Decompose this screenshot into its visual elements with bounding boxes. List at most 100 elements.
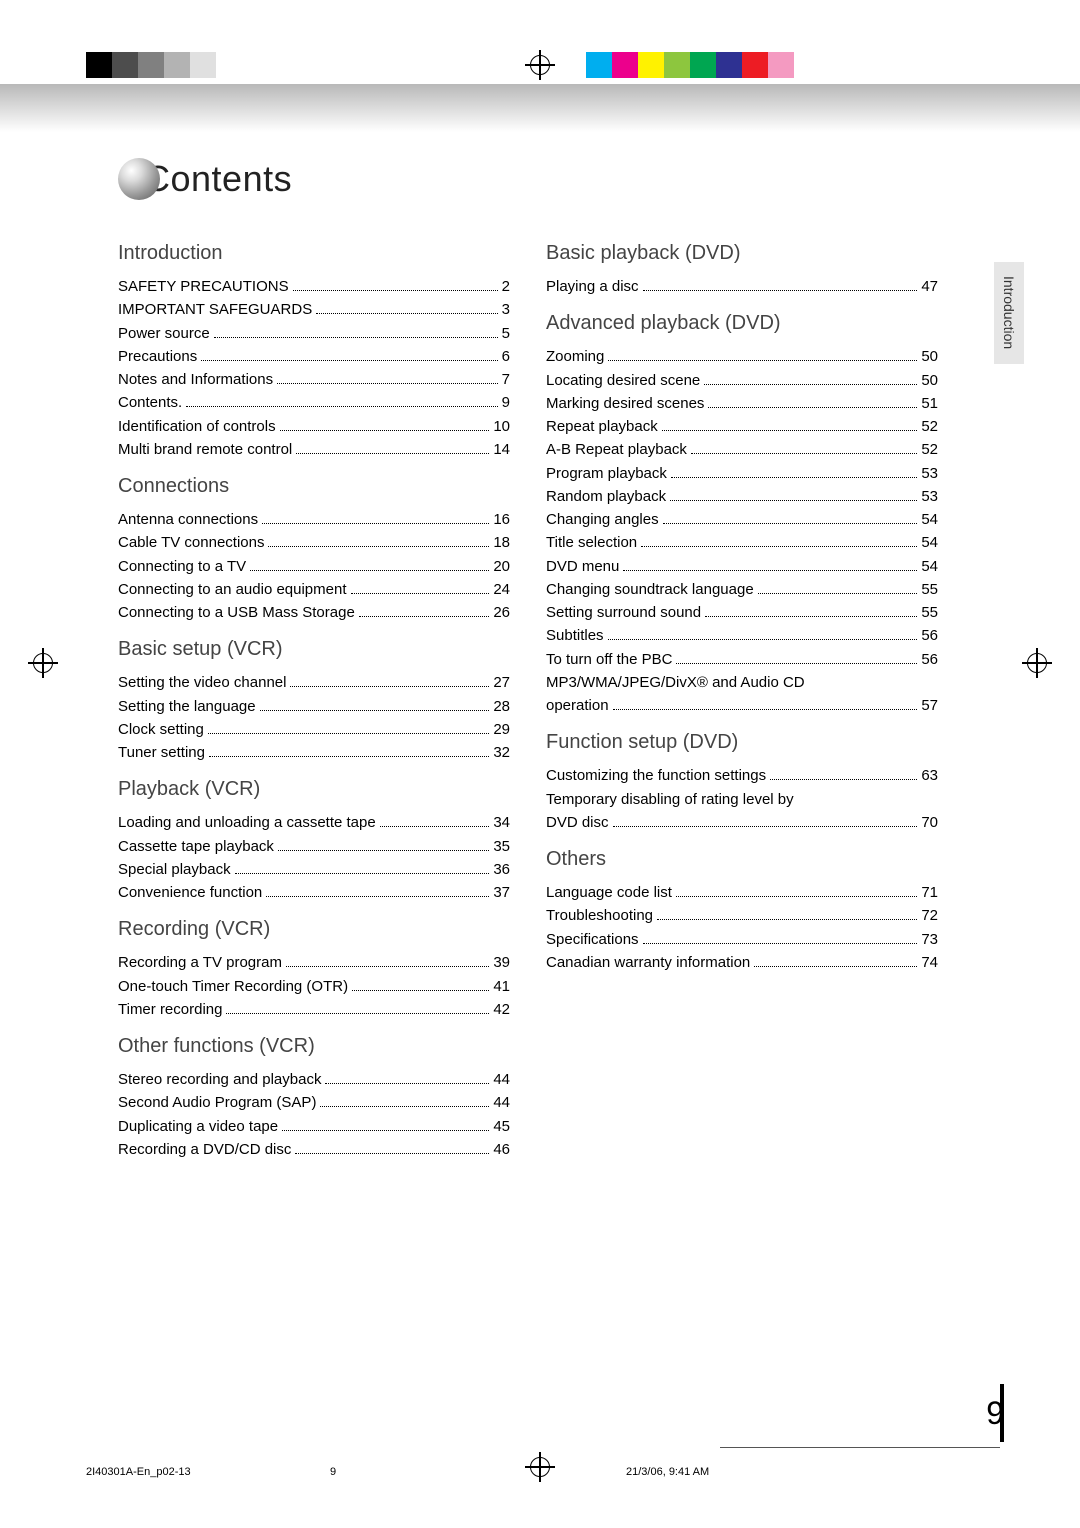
toc-entry-label: Setting the language — [118, 695, 256, 718]
toc-leader — [608, 639, 918, 640]
toc-entry: Program playback53 — [546, 462, 938, 485]
toc-entry-label: IMPORTANT SAFEGUARDS — [118, 298, 312, 321]
toc-entry: To turn off the PBC 56 — [546, 648, 938, 671]
toc-entry: Connecting to a TV20 — [118, 555, 510, 578]
color-swatch — [768, 52, 794, 78]
color-swatch — [138, 52, 164, 78]
toc-leader — [268, 546, 489, 547]
toc-entry-page: 52 — [921, 415, 938, 438]
toc-entry-page: 32 — [493, 741, 510, 764]
toc-entry-page: 5 — [502, 322, 510, 345]
toc-entry: Duplicating a video tape45 — [118, 1115, 510, 1138]
toc-leader — [277, 383, 498, 384]
toc-entry-label: Precautions — [118, 345, 197, 368]
toc-section-heading: Others — [546, 848, 938, 871]
page-number-rule — [1000, 1384, 1004, 1442]
toc-entry-label: Stereo recording and playback — [118, 1068, 321, 1091]
toc-entry: Cable TV connections18 — [118, 531, 510, 554]
toc-entry-page: 50 — [921, 369, 938, 392]
toc-leader — [280, 430, 490, 431]
toc-entry-page: 46 — [493, 1138, 510, 1161]
toc-entry-label: One-touch Timer Recording (OTR) — [118, 975, 348, 998]
toc-leader — [295, 1153, 489, 1154]
toc-entry-page: 44 — [493, 1091, 510, 1114]
toc-entry-page: 29 — [493, 718, 510, 741]
toc-leader — [209, 756, 489, 757]
toc-entry: Zooming50 — [546, 345, 938, 368]
section-tab-label: Introduction — [1001, 276, 1017, 349]
toc-leader — [325, 1083, 489, 1084]
toc-column-left: IntroductionSAFETY PRECAUTIONS2IMPORTANT… — [118, 228, 510, 1161]
toc-leader — [278, 850, 489, 851]
toc-entry-label: Troubleshooting — [546, 904, 653, 927]
toc-entry-label: Cassette tape playback — [118, 835, 274, 858]
toc-leader — [262, 523, 489, 524]
toc-leader — [352, 990, 489, 991]
toc-leader — [290, 686, 489, 687]
crop-mark-left — [28, 648, 58, 678]
toc-entry: Recording a TV program39 — [118, 951, 510, 974]
toc-leader — [770, 779, 917, 780]
toc-column-right: Basic playback (DVD)Playing a disc47Adva… — [546, 228, 938, 1161]
toc-entry-page: 41 — [493, 975, 510, 998]
toc-leader — [320, 1106, 489, 1107]
color-swatch — [612, 52, 638, 78]
section-tab: Introduction — [994, 262, 1024, 364]
toc-entry-label: Changing soundtrack language — [546, 578, 754, 601]
toc-entry-label: Power source — [118, 322, 210, 345]
color-swatch — [716, 52, 742, 78]
toc-entry-label: Clock setting — [118, 718, 204, 741]
toc-entry-page: 73 — [921, 928, 938, 951]
toc-section-heading: Basic setup (VCR) — [118, 638, 510, 661]
toc-entry: Specifications 73 — [546, 928, 938, 951]
toc-entry-label: DVD menu — [546, 555, 619, 578]
toc-entry-label: Duplicating a video tape — [118, 1115, 278, 1138]
toc-leader — [380, 826, 490, 827]
gray-swatch-bar — [86, 52, 242, 78]
toc-entry: Canadian warranty information74 — [546, 951, 938, 974]
toc-entry-label: Program playback — [546, 462, 667, 485]
toc-entry-page: 24 — [493, 578, 510, 601]
toc-entry-label: MP3/WMA/JPEG/DivX® and Audio CD — [546, 671, 805, 694]
toc-entry: Playing a disc47 — [546, 275, 938, 298]
toc-entry-page: 37 — [493, 881, 510, 904]
title-bullet-sphere — [118, 158, 160, 200]
toc-entry: Connecting to a USB Mass Storage26 — [118, 601, 510, 624]
toc-entry-page: 54 — [921, 531, 938, 554]
toc-entry-page: 72 — [921, 904, 938, 927]
toc-entry-label: Loading and unloading a cassette tape — [118, 811, 376, 834]
toc-entry-label: Connecting to an audio equipment — [118, 578, 347, 601]
toc-leader — [296, 453, 489, 454]
crop-mark-top — [525, 50, 555, 80]
toc-leader — [643, 943, 918, 944]
toc-entry-page: 56 — [921, 648, 938, 671]
toc-entry-label: To turn off the PBC — [546, 648, 672, 671]
toc-leader — [359, 616, 490, 617]
toc-entry: Random playback53 — [546, 485, 938, 508]
toc-entry-page: 2 — [502, 275, 510, 298]
toc-entry-label: Zooming — [546, 345, 604, 368]
toc-leader — [643, 290, 918, 291]
toc-entry-label: A-B Repeat playback — [546, 438, 687, 461]
toc-entry-label: Special playback — [118, 858, 231, 881]
toc-entry-label: Specifications — [546, 928, 639, 951]
toc-entry-page: 9 — [502, 391, 510, 414]
toc-entry-page: 35 — [493, 835, 510, 858]
toc-entry-page: 74 — [921, 951, 938, 974]
toc-leader — [235, 873, 490, 874]
toc-entry-page: 56 — [921, 624, 938, 647]
toc-entry: Contents.9 — [118, 391, 510, 414]
toc-entry: IMPORTANT SAFEGUARDS3 — [118, 298, 510, 321]
toc-entry: Locating desired scene50 — [546, 369, 938, 392]
toc-leader — [286, 966, 489, 967]
toc-entry-label: Customizing the function settings — [546, 764, 766, 787]
toc-entry: Second Audio Program (SAP)44 — [118, 1091, 510, 1114]
toc-leader — [705, 616, 917, 617]
toc-entry-page: 7 — [502, 368, 510, 391]
toc-entry-label: Tuner setting — [118, 741, 205, 764]
toc-entry: Marking desired scenes51 — [546, 392, 938, 415]
toc-entry-label: operation — [546, 694, 609, 717]
toc-entry: Customizing the function settings63 — [546, 764, 938, 787]
toc-entry-label: Multi brand remote control — [118, 438, 292, 461]
toc-entry: Connecting to an audio equipment 24 — [118, 578, 510, 601]
